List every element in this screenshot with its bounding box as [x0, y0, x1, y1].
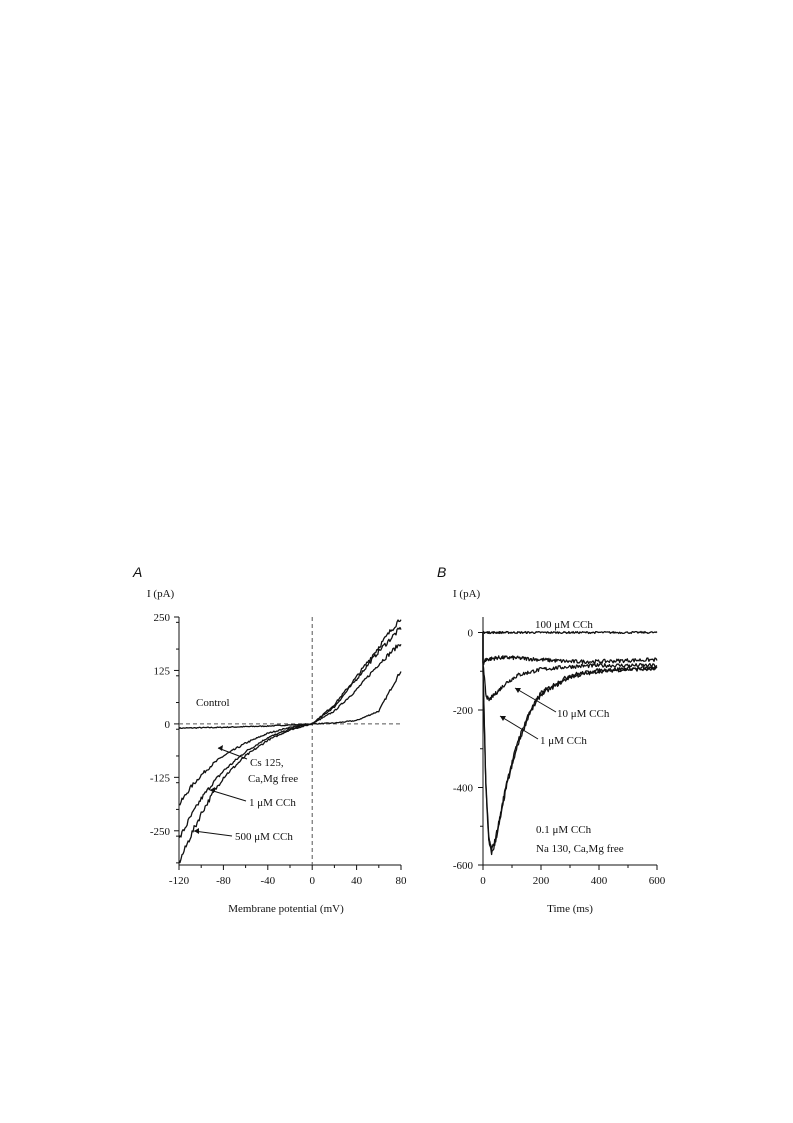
label-500um-cch: 500 μM CCh: [235, 831, 293, 843]
b-xtick-label: 600: [649, 875, 666, 887]
label-01um-cch: 0.1 μM CCh: [536, 824, 592, 836]
a-trace-2: [178, 643, 402, 806]
arrow-1um-b: [499, 715, 539, 740]
arrow-500um: [193, 830, 233, 837]
label-ca-mg-free-a: Ca,Mg free: [248, 773, 298, 785]
arrowhead-1um-b: [500, 716, 506, 721]
label-1um-cch-a: 1 μM CCh: [249, 797, 296, 809]
a-ytick-label: 250: [154, 612, 171, 624]
a-trace-3: [178, 626, 402, 839]
b-ytick-label: -200: [453, 705, 474, 717]
panel-a: A I (pA) Membrane potential (mV) 250 125 0…: [132, 564, 407, 915]
arrowhead-cs125: [218, 745, 223, 751]
b-xtick-label: 400: [591, 875, 608, 887]
label-na130: Na 130, Ca,Mg free: [536, 843, 624, 855]
a-xtick-label: -120: [169, 875, 190, 887]
panel-a-xlabel: Membrane potential (mV): [228, 903, 344, 915]
a-ytick-label: 0: [165, 719, 171, 731]
panel-b-traces: [482, 630, 658, 856]
b-trace-2: [482, 632, 658, 665]
label-1um-cch-b: 1 μM CCh: [540, 735, 587, 747]
a-xtick-label: 80: [396, 875, 408, 887]
a-xtick-label: 0: [309, 875, 315, 887]
a-xtick-label: -80: [216, 875, 231, 887]
b-trace-1: [482, 630, 658, 635]
arrow-cs125: [217, 747, 248, 760]
b-ytick-label: -400: [453, 783, 474, 795]
a-trace-1: [178, 671, 402, 730]
label-10um-cch: 10 μM CCh: [557, 708, 610, 720]
a-trace-4: [178, 619, 402, 864]
arrowhead-1um-a: [210, 787, 215, 793]
panel-b-letter: B: [437, 564, 446, 580]
label-100um-cch: 100 μM CCh: [535, 619, 593, 631]
panel-b-xlabel: Time (ms): [547, 903, 593, 915]
b-ytick-label: 0: [468, 628, 474, 640]
label-control: Control: [196, 697, 230, 709]
panel-b-axes: 0 -200 -400 -600 0 200 400 600: [453, 617, 666, 887]
a-ytick-label: 125: [154, 665, 171, 677]
panel-a-axes: 250 125 0 -125 -250 -120 -80 -40 0 40 80: [150, 612, 407, 887]
panel-b-ylabel: I (pA): [453, 588, 481, 600]
a-ytick-label: -250: [150, 826, 171, 838]
a-xtick-label: 40: [351, 875, 363, 887]
arrowhead-500um: [194, 828, 199, 834]
arrow-1um-a: [209, 789, 247, 802]
arrow-10um: [514, 687, 557, 713]
panel-b: B I (pA) Time (ms) 0 -200 -400 -600 0 200 400 6…: [437, 564, 666, 915]
b-trace-3: [482, 632, 658, 702]
b-ytick-label: -600: [453, 860, 474, 872]
label-cs125: Cs 125,: [250, 757, 284, 769]
panel-a-traces: [178, 619, 402, 864]
arrowhead-10um: [515, 688, 521, 693]
b-xtick-label: 200: [533, 875, 550, 887]
a-ytick-label: -125: [150, 772, 171, 784]
b-xtick-label: 0: [480, 875, 486, 887]
b-trace-5: [482, 632, 658, 851]
panel-a-ylabel: I (pA): [147, 588, 175, 600]
panel-a-letter: A: [132, 564, 142, 580]
a-xtick-label: -40: [260, 875, 275, 887]
